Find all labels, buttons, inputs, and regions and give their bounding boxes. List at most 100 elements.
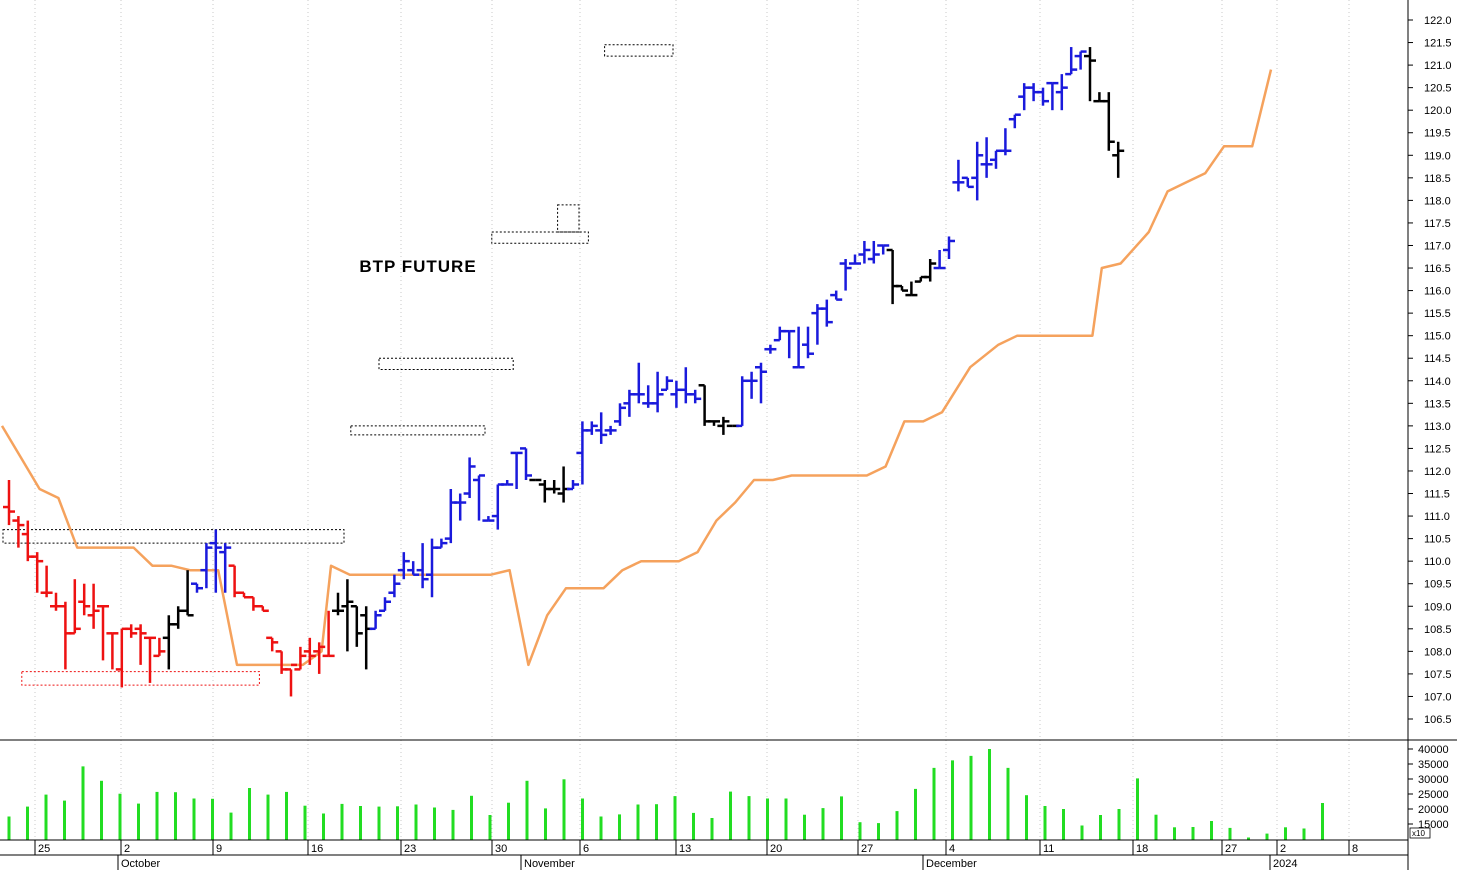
- ohlc-bar: [1074, 50, 1087, 70]
- ohlc-bar: [501, 479, 514, 486]
- ohlc-bar: [21, 520, 34, 562]
- price-tick-label: 118.0: [1424, 195, 1451, 207]
- ohlc-bar: [632, 362, 645, 404]
- ohlc-bar: [802, 326, 814, 359]
- ohlc-bar: [256, 605, 269, 613]
- ohlc-bar: [867, 240, 880, 264]
- ohlc-bar: [1102, 92, 1115, 151]
- ohlc-bar: [1065, 47, 1078, 76]
- ohlc-bar: [896, 284, 908, 292]
- ohlc-bar: [1055, 74, 1068, 111]
- ohlc-bar: [745, 371, 758, 399]
- ohlc-bar: [839, 259, 852, 291]
- ohlc-bars: [3, 47, 1125, 697]
- ohlc-bar: [125, 624, 138, 638]
- ohlc-bar: [773, 326, 786, 342]
- ohlc-bar: [548, 479, 561, 494]
- ohlc-bar: [313, 642, 326, 674]
- ohlc-bar: [858, 240, 871, 264]
- ohlc-bar: [491, 483, 504, 530]
- ohlc-bar: [679, 367, 692, 404]
- ohlc-bar: [144, 636, 156, 683]
- ohlc-bar: [651, 371, 664, 413]
- price-tick-label: 109.0: [1424, 601, 1452, 613]
- day-label: 6: [583, 843, 589, 855]
- price-tick-label: 117.0: [1424, 240, 1451, 252]
- ohlc-bar: [811, 304, 824, 345]
- ohlc-bar: [397, 552, 410, 580]
- ohlc-bar: [247, 595, 260, 611]
- price-tick-label: 114.0: [1424, 376, 1451, 388]
- ohlc-bar: [736, 376, 749, 428]
- day-label: 2: [124, 843, 130, 855]
- price-tick-label: 119.0: [1424, 150, 1451, 162]
- ohlc-bar: [877, 244, 890, 255]
- ohlc-bar: [689, 389, 702, 404]
- volume-tick-label: 30000: [1418, 774, 1449, 786]
- ohlc-bar: [943, 236, 955, 260]
- ohlc-bar: [454, 493, 467, 521]
- day-label: 16: [311, 843, 323, 855]
- volume-tick-label: 25000: [1418, 789, 1449, 801]
- price-tick-label: 109.5: [1424, 579, 1452, 591]
- ohlc-bar: [1093, 92, 1106, 103]
- ohlc-bar: [209, 529, 222, 593]
- ohlc-bar: [999, 128, 1012, 156]
- price-tick-label: 107.0: [1424, 691, 1452, 703]
- price-tick-label: 107.5: [1424, 669, 1452, 681]
- ohlc-bar: [341, 579, 354, 652]
- price-tick-label: 117.5: [1424, 218, 1451, 230]
- ohlc-bar: [68, 579, 81, 635]
- price-tick-label: 116.0: [1424, 286, 1451, 298]
- ohlc-bar: [12, 516, 25, 548]
- ohlc-bar: [670, 380, 683, 408]
- ohlc-bar: [322, 610, 335, 658]
- ohlc-bar: [219, 543, 232, 593]
- breakout-box: [491, 231, 589, 244]
- ohlc-bar: [303, 637, 316, 665]
- day-label: 20: [770, 843, 782, 855]
- ohlc-bar: [360, 606, 373, 670]
- ohlc-bar: [1046, 81, 1059, 111]
- ohlc-bar: [78, 583, 91, 616]
- ohlc-bar: [990, 149, 1002, 169]
- day-label: 13: [679, 843, 691, 855]
- ohlc-bar: [830, 290, 843, 301]
- ohlc-bar: [31, 552, 44, 593]
- price-tick-label: 108.5: [1424, 624, 1452, 636]
- day-label: 4: [949, 843, 955, 855]
- ohlc-bar: [1084, 47, 1096, 102]
- day-label: 18: [1136, 843, 1148, 855]
- ohlc-bar: [388, 574, 401, 598]
- ohlc-bar: [520, 447, 532, 480]
- ohlc-bar: [191, 582, 203, 593]
- ohlc-bar: [595, 412, 608, 444]
- day-label: 9: [216, 843, 222, 855]
- volume-multiplier-box: [1409, 827, 1431, 839]
- ohlc-bar: [482, 516, 495, 522]
- ohlc-bar: [510, 451, 523, 490]
- ohlc-bar: [444, 489, 457, 544]
- stop-line: [0, 69, 1273, 667]
- price-tick-label: 113.0: [1424, 421, 1451, 433]
- ohlc-bar: [717, 416, 730, 435]
- ohlc-bar: [50, 592, 62, 611]
- price-tick-label: 111.5: [1424, 489, 1450, 501]
- breakout-box: [557, 204, 580, 233]
- breakout-box: [604, 44, 674, 57]
- ohlc-bar: [350, 605, 363, 647]
- ohlc-bar: [134, 624, 147, 665]
- ohlc-bar: [285, 663, 297, 697]
- ohlc-bar: [153, 637, 166, 658]
- price-tick-label: 120.5: [1424, 83, 1452, 95]
- price-tick-label: 121.5: [1424, 38, 1452, 50]
- month-label: November: [524, 858, 575, 870]
- ohlc-bar: [905, 281, 918, 297]
- ohlc-bar: [407, 561, 420, 576]
- day-label: 27: [1225, 843, 1237, 855]
- ohlc-bar: [820, 299, 833, 327]
- day-label: 8: [1352, 843, 1358, 855]
- ohlc-bar: [40, 565, 53, 598]
